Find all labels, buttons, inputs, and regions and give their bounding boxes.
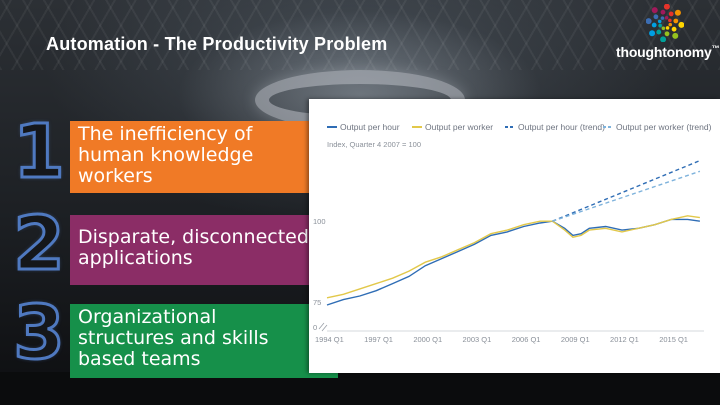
- logo-dot: [660, 16, 665, 20]
- y-tick-label: 75: [313, 298, 321, 307]
- logo-trademark: ™: [711, 44, 720, 53]
- logo-dot: [658, 23, 662, 28]
- item-2-line-1: Disparate, disconnected: [78, 226, 309, 248]
- item-2-line-2: applications: [78, 247, 193, 269]
- logo-dot: [668, 18, 672, 23]
- thoughtonomy-logo: thoughtonomy™: [612, 4, 720, 72]
- x-tick-label: 1997 Q1: [364, 335, 393, 344]
- logo-text: thoughtonomy: [616, 44, 712, 60]
- stage-truss: [0, 0, 720, 70]
- item-1-line-2: human knowledge: [78, 144, 254, 166]
- logo-dot: [661, 26, 666, 31]
- item-3-line-3: based teams: [78, 348, 201, 370]
- item-band-2: Disparate, disconnected applications: [70, 215, 338, 285]
- legend-label-3: Output per hour (trend): [518, 122, 605, 132]
- legend-label-1: Output per hour: [340, 122, 400, 132]
- logo-dot: [668, 11, 674, 17]
- logo-dot: [657, 19, 662, 24]
- item-row-2: 2 Disparate, disconnected applications: [10, 205, 340, 287]
- y-tick-label: 0: [313, 323, 317, 332]
- logo-dot: [660, 36, 667, 42]
- item-1-line-3: workers: [78, 165, 153, 187]
- legend-label-2: Output per worker: [425, 122, 493, 132]
- item-1-line-1: The inefficiency of: [78, 123, 253, 145]
- logo-dot: [673, 18, 679, 24]
- series-line-2: [326, 215, 701, 299]
- x-tick-label: 2006 Q1: [512, 335, 541, 344]
- series-line-3: [552, 159, 701, 222]
- logo-dot: [651, 22, 657, 28]
- logo-dot: [678, 21, 684, 28]
- logo-dot: [664, 31, 670, 37]
- logo-dot: [674, 9, 681, 16]
- logo-dot: [663, 4, 670, 10]
- legend-label-4: Output per worker (trend): [616, 122, 712, 132]
- x-tick-label: 1994 Q1: [315, 335, 344, 344]
- logo-dot: [671, 26, 677, 32]
- axis-break-mark: [318, 322, 328, 332]
- logo-wordmark: thoughtonomy™: [616, 44, 720, 60]
- x-tick-label: 2003 Q1: [463, 335, 492, 344]
- logo-dot: [665, 26, 670, 30]
- item-number-2: 2: [12, 201, 67, 287]
- x-tick-label: 2015 Q1: [659, 335, 688, 344]
- chart-svg: Output per hour Output per worker Output p…: [313, 122, 712, 344]
- x-tick-label: 2009 Q1: [561, 335, 590, 344]
- series-line-4: [552, 170, 701, 222]
- item-number-3: 3: [12, 290, 67, 376]
- logo-dot: [653, 14, 659, 20]
- logo-dot: [660, 9, 666, 15]
- item-number-1: 1: [12, 109, 67, 195]
- item-band-1: The inefficiency of human knowledge work…: [70, 121, 338, 193]
- series-line-1: [326, 218, 701, 306]
- logo-dot: [646, 18, 652, 25]
- logo-dot: [668, 22, 673, 27]
- item-3-line-2: structures and skills: [78, 327, 269, 349]
- logo-mark-icon: [646, 4, 684, 42]
- item-row-3: 3 Organizational structures and skills b…: [10, 292, 340, 380]
- x-tick-label: 2012 Q1: [610, 335, 639, 344]
- logo-dot: [664, 15, 669, 20]
- logo-dot: [649, 30, 656, 37]
- productivity-chart: Output per hour Output per worker Output p…: [309, 99, 720, 373]
- item-row-1: 1 The inefficiency of human knowledge wo…: [10, 113, 340, 193]
- chart-subtitle: Index, Quarter 4 2007 = 100: [327, 140, 421, 149]
- slide-title: Automation - The Productivity Problem: [46, 34, 388, 54]
- logo-dot: [651, 7, 658, 14]
- y-tick-label: 100: [313, 217, 326, 226]
- item-3-line-1: Organizational: [78, 306, 217, 328]
- item-band-3: Organizational structures and skills bas…: [70, 304, 338, 378]
- x-tick-label: 2000 Q1: [413, 335, 442, 344]
- logo-dot: [672, 32, 679, 39]
- logo-dot: [656, 29, 662, 35]
